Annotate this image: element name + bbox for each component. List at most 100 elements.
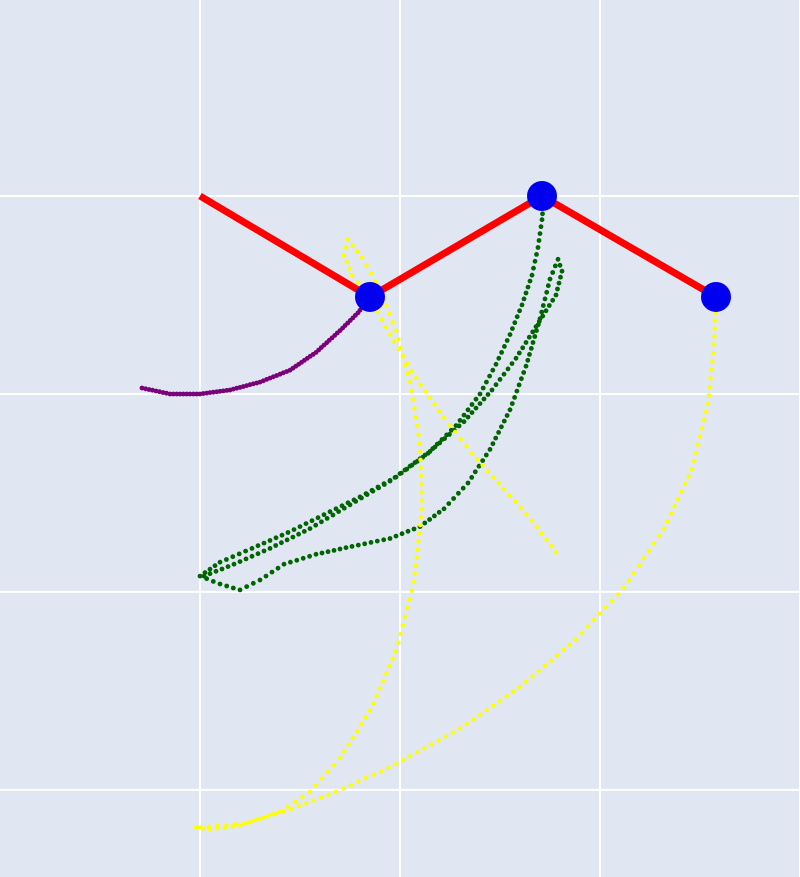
green-trace-point [341,505,347,511]
green-trace-point [516,350,522,356]
yellow-trace-point [475,457,480,462]
green-trace-point [557,262,563,268]
green-trace-point [261,548,267,554]
green-trace-point [483,452,489,458]
green-trace-point [359,495,364,501]
yellow-trace-point [414,555,419,560]
green-trace-point [536,238,542,243]
green-trace-point [290,534,296,540]
green-trace-point [397,471,403,476]
yellow-trace-point [501,486,507,492]
green-trace-point [559,268,565,274]
yellow-trace-point [573,637,579,642]
green-trace-point [532,258,538,264]
green-trace-point [219,566,225,572]
green-trace-point [480,385,486,391]
yellow-trace-point [703,409,709,415]
yellow-trace-point [695,442,701,447]
green-trace-point [291,527,297,532]
green-trace-point [249,546,255,551]
green-trace-point [301,529,307,534]
green-trace-point [261,540,267,546]
yellow-trace-point [405,605,410,611]
yellow-trace-point [651,541,657,546]
yellow-trace-point [292,799,298,804]
green-trace-point [465,407,471,413]
green-trace-point [538,224,544,230]
green-trace-point [484,379,489,385]
yellow-trace-point [710,359,715,364]
green-trace-point [527,278,533,284]
green-trace-point [521,296,527,302]
green-trace-point [556,280,562,286]
yellow-trace-point [542,663,548,668]
green-trace-point [547,276,553,282]
green-trace-point [523,363,529,369]
yellow-trace-point [447,422,452,427]
yellow-trace-point [368,271,374,276]
yellow-trace-point [413,563,418,568]
green-trace-point [230,585,236,591]
yellow-trace-point [378,768,384,774]
yellow-trace-point [393,649,399,654]
green-trace-point [540,313,546,319]
yellow-trace-point [342,749,347,754]
yellow-trace-point [712,318,718,323]
green-trace-point [553,292,559,298]
green-trace-point [537,231,543,237]
yellow-trace-point [269,812,275,817]
green-trace-point [376,485,381,491]
green-trace-point [381,537,387,543]
green-trace-point [411,526,417,532]
arm-link [540,192,718,300]
green-trace-point [217,559,223,565]
green-trace-point [465,414,471,420]
green-trace-point [493,435,499,441]
yellow-trace-point [304,801,309,806]
yellow-trace-point [418,473,424,479]
yellow-trace-point [549,543,554,549]
yellow-trace-point [412,571,418,577]
yellow-trace-point [367,708,373,713]
green-trace-point [489,387,495,393]
yellow-trace-point [245,820,251,825]
yellow-trace-point [665,519,670,524]
yellow-trace-point [311,798,316,803]
green-trace-point [387,536,393,541]
green-trace-point [485,392,491,397]
yellow-trace-point [412,406,417,411]
yellow-trace-point [689,467,695,472]
yellow-trace-point [387,332,393,337]
yellow-trace-point [400,623,405,628]
green-trace-point [472,469,478,475]
yellow-trace-point [392,339,397,344]
green-trace-point [509,401,515,406]
green-trace-point [324,516,330,521]
green-trace-point [436,509,442,515]
green-trace-point [269,569,275,575]
green-trace-point [427,517,432,522]
yellow-trace-point [427,395,433,401]
yellow-trace-point [534,524,539,530]
green-trace-point [446,501,452,506]
green-trace-point [422,452,428,458]
yellow-trace-point [561,647,566,653]
yellow-trace-point [261,815,267,820]
green-trace-point [532,334,538,339]
yellow-trace-point [579,630,585,636]
yellow-trace-point [497,698,503,703]
green-trace-point [327,509,333,515]
yellow-trace-point [265,814,271,819]
yellow-trace-point [407,379,413,385]
green-trace-point [349,544,355,549]
green-trace-point [465,480,471,486]
yellow-trace-point [349,273,355,278]
green-trace-point [432,513,437,519]
yellow-trace-point [691,458,697,464]
yellow-trace-point [207,827,213,832]
yellow-trace-point [450,730,456,735]
yellow-trace-point [398,631,403,637]
yellow-trace-point [387,311,392,317]
green-trace-point [539,217,545,223]
green-trace-point [353,499,359,504]
